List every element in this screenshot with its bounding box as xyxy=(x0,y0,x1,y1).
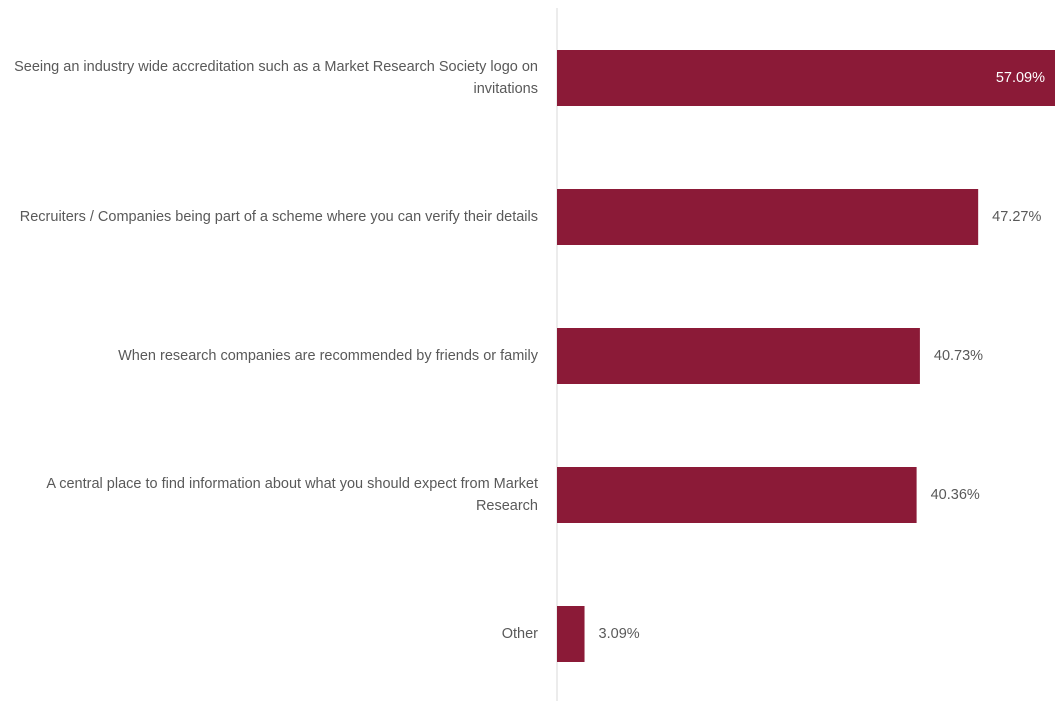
category-label: When research companies are recommended … xyxy=(118,348,538,364)
category-label: A central place to find information abou… xyxy=(46,476,538,514)
bar xyxy=(557,328,920,384)
category-label: Other xyxy=(501,626,538,642)
bar xyxy=(557,50,1055,106)
value-label: 47.27% xyxy=(992,209,1041,225)
category-label: Recruiters / Companies being part of a s… xyxy=(19,209,538,225)
value-label: 40.36% xyxy=(931,487,980,503)
value-label: 3.09% xyxy=(599,626,640,642)
bar xyxy=(557,189,979,245)
value-label: 40.73% xyxy=(934,348,983,364)
value-label: 57.09% xyxy=(996,70,1045,86)
category-label: Seeing an industry wide accreditation su… xyxy=(14,59,538,97)
bar xyxy=(557,606,585,662)
bar xyxy=(557,467,917,523)
